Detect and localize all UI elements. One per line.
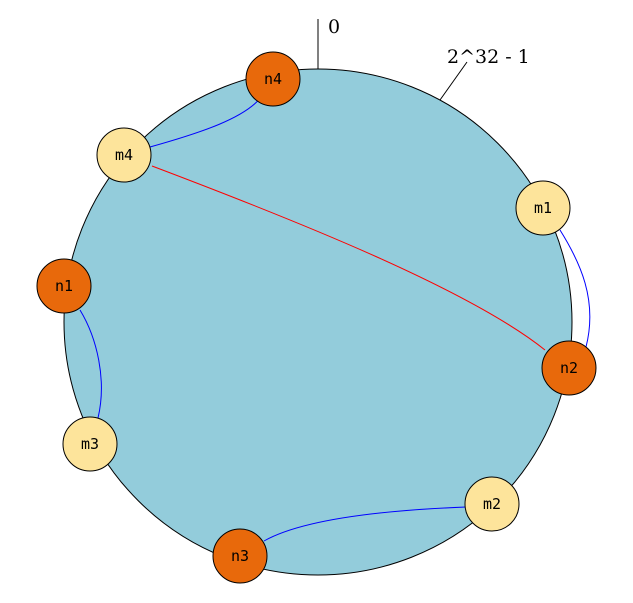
svg-text:m3: m3 [81,435,99,453]
node-m3: m3 [62,416,118,472]
link-m4-n2 [151,165,546,351]
node-m4: m4 [96,127,152,183]
link-layer [79,95,591,542]
svg-text:n4: n4 [264,70,282,88]
node-n4: n4 [245,51,301,107]
svg-text:m1: m1 [534,199,552,217]
node-n3: n3 [212,528,268,584]
zero-label: 0 [328,16,340,38]
link-n1-m3 [79,309,102,419]
node-n1: n1 [36,258,92,314]
node-m2: m2 [464,476,520,532]
max-label: 2^32 - 1 [447,46,530,68]
link-m4-n4 [149,95,263,148]
svg-text:n1: n1 [55,277,73,295]
node-layer: n4 m4 m1 n1 n2 m3 m2 n3 [36,51,597,584]
node-n2: n2 [541,340,597,396]
max-marker-line [439,61,468,101]
link-m1-n2 [559,229,591,348]
svg-text:n2: n2 [560,359,578,377]
link-n3-m2 [263,506,467,542]
svg-text:m4: m4 [115,146,133,164]
node-m1: m1 [515,180,571,236]
svg-text:m2: m2 [483,495,501,513]
svg-text:n3: n3 [231,547,249,565]
